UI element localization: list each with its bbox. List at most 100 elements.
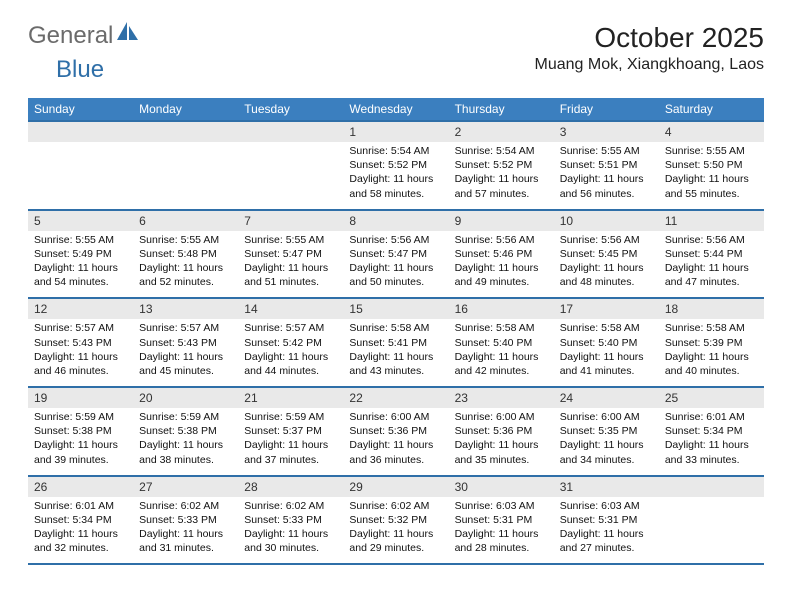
sunset-line: Sunset: 5:45 PM: [560, 247, 653, 261]
day-content: Sunrise: 5:54 AMSunset: 5:52 PMDaylight:…: [449, 142, 554, 209]
day-content: Sunrise: 5:58 AMSunset: 5:41 PMDaylight:…: [343, 319, 448, 386]
day-number: 9: [449, 211, 554, 231]
sunrise-line: Sunrise: 5:55 AM: [139, 233, 232, 247]
day-content: Sunrise: 6:00 AMSunset: 5:35 PMDaylight:…: [554, 408, 659, 475]
day-number: 4: [659, 122, 764, 142]
day-number: 25: [659, 388, 764, 408]
day-content: Sunrise: 5:55 AMSunset: 5:47 PMDaylight:…: [238, 231, 343, 298]
sunset-line: Sunset: 5:36 PM: [349, 424, 442, 438]
brand-part2: Blue: [56, 56, 104, 84]
daylight-line: Daylight: 11 hours and 41 minutes.: [560, 350, 653, 378]
daylight-line: Daylight: 11 hours and 36 minutes.: [349, 438, 442, 466]
day-content: Sunrise: 5:59 AMSunset: 5:38 PMDaylight:…: [133, 408, 238, 475]
day-number-row: 1234: [28, 120, 764, 142]
day-number: 26: [28, 477, 133, 497]
daylight-line: Daylight: 11 hours and 45 minutes.: [139, 350, 232, 378]
day-number: 22: [343, 388, 448, 408]
day-content: [133, 142, 238, 209]
day-content-row: Sunrise: 5:57 AMSunset: 5:43 PMDaylight:…: [28, 319, 764, 386]
day-number: 31: [554, 477, 659, 497]
day-number: 16: [449, 299, 554, 319]
day-number: 1: [343, 122, 448, 142]
day-content: Sunrise: 5:58 AMSunset: 5:39 PMDaylight:…: [659, 319, 764, 386]
page-title: October 2025: [535, 22, 764, 54]
weekday-header: Wednesday: [343, 98, 448, 120]
sunset-line: Sunset: 5:37 PM: [244, 424, 337, 438]
sunset-line: Sunset: 5:50 PM: [665, 158, 758, 172]
sunset-line: Sunset: 5:34 PM: [665, 424, 758, 438]
day-content: Sunrise: 6:02 AMSunset: 5:33 PMDaylight:…: [238, 497, 343, 564]
sunrise-line: Sunrise: 5:54 AM: [349, 144, 442, 158]
day-content-row: Sunrise: 5:54 AMSunset: 5:52 PMDaylight:…: [28, 142, 764, 209]
daylight-line: Daylight: 11 hours and 55 minutes.: [665, 172, 758, 200]
sunset-line: Sunset: 5:47 PM: [244, 247, 337, 261]
sunset-line: Sunset: 5:47 PM: [349, 247, 442, 261]
daylight-line: Daylight: 11 hours and 50 minutes.: [349, 261, 442, 289]
sunset-line: Sunset: 5:52 PM: [349, 158, 442, 172]
day-number: [238, 122, 343, 142]
sunset-line: Sunset: 5:42 PM: [244, 336, 337, 350]
day-content: Sunrise: 5:58 AMSunset: 5:40 PMDaylight:…: [554, 319, 659, 386]
day-number: 5: [28, 211, 133, 231]
daylight-line: Daylight: 11 hours and 30 minutes.: [244, 527, 337, 555]
sunrise-line: Sunrise: 6:01 AM: [665, 410, 758, 424]
day-number: 21: [238, 388, 343, 408]
day-content: Sunrise: 5:56 AMSunset: 5:44 PMDaylight:…: [659, 231, 764, 298]
weekday-header: Monday: [133, 98, 238, 120]
sunset-line: Sunset: 5:51 PM: [560, 158, 653, 172]
sunrise-line: Sunrise: 6:00 AM: [560, 410, 653, 424]
day-number: 6: [133, 211, 238, 231]
day-content: Sunrise: 6:03 AMSunset: 5:31 PMDaylight:…: [449, 497, 554, 564]
day-number-row: 567891011: [28, 209, 764, 231]
day-content: Sunrise: 6:00 AMSunset: 5:36 PMDaylight:…: [343, 408, 448, 475]
daylight-line: Daylight: 11 hours and 51 minutes.: [244, 261, 337, 289]
day-number: 14: [238, 299, 343, 319]
daylight-line: Daylight: 11 hours and 49 minutes.: [455, 261, 548, 289]
sunset-line: Sunset: 5:31 PM: [560, 513, 653, 527]
sunrise-line: Sunrise: 6:02 AM: [349, 499, 442, 513]
day-number-row: 262728293031: [28, 475, 764, 497]
day-content: Sunrise: 5:57 AMSunset: 5:43 PMDaylight:…: [133, 319, 238, 386]
sunset-line: Sunset: 5:35 PM: [560, 424, 653, 438]
daylight-line: Daylight: 11 hours and 58 minutes.: [349, 172, 442, 200]
day-content: Sunrise: 5:55 AMSunset: 5:51 PMDaylight:…: [554, 142, 659, 209]
sunrise-line: Sunrise: 5:58 AM: [349, 321, 442, 335]
weekday-header: Thursday: [449, 98, 554, 120]
daylight-line: Daylight: 11 hours and 43 minutes.: [349, 350, 442, 378]
daylight-line: Daylight: 11 hours and 28 minutes.: [455, 527, 548, 555]
location-label: Muang Mok, Xiangkhoang, Laos: [535, 56, 764, 74]
sunrise-line: Sunrise: 5:55 AM: [560, 144, 653, 158]
sunset-line: Sunset: 5:34 PM: [34, 513, 127, 527]
day-number: 28: [238, 477, 343, 497]
day-number: 10: [554, 211, 659, 231]
weekday-header: Sunday: [28, 98, 133, 120]
daylight-line: Daylight: 11 hours and 44 minutes.: [244, 350, 337, 378]
day-content: Sunrise: 5:56 AMSunset: 5:45 PMDaylight:…: [554, 231, 659, 298]
day-content-row: Sunrise: 6:01 AMSunset: 5:34 PMDaylight:…: [28, 497, 764, 564]
sunrise-line: Sunrise: 5:58 AM: [455, 321, 548, 335]
sunset-line: Sunset: 5:36 PM: [455, 424, 548, 438]
day-content: Sunrise: 5:58 AMSunset: 5:40 PMDaylight:…: [449, 319, 554, 386]
day-content: Sunrise: 5:55 AMSunset: 5:48 PMDaylight:…: [133, 231, 238, 298]
sunrise-line: Sunrise: 5:59 AM: [139, 410, 232, 424]
day-content: Sunrise: 5:57 AMSunset: 5:43 PMDaylight:…: [28, 319, 133, 386]
day-number: 12: [28, 299, 133, 319]
day-content: [659, 497, 764, 564]
day-number: 17: [554, 299, 659, 319]
sunrise-line: Sunrise: 5:55 AM: [34, 233, 127, 247]
day-content: Sunrise: 6:01 AMSunset: 5:34 PMDaylight:…: [659, 408, 764, 475]
daylight-line: Daylight: 11 hours and 31 minutes.: [139, 527, 232, 555]
brand-sail-icon: [117, 22, 139, 47]
sunset-line: Sunset: 5:43 PM: [34, 336, 127, 350]
daylight-line: Daylight: 11 hours and 34 minutes.: [560, 438, 653, 466]
daylight-line: Daylight: 11 hours and 56 minutes.: [560, 172, 653, 200]
sunset-line: Sunset: 5:33 PM: [244, 513, 337, 527]
day-content: Sunrise: 5:55 AMSunset: 5:50 PMDaylight:…: [659, 142, 764, 209]
day-content: Sunrise: 6:02 AMSunset: 5:32 PMDaylight:…: [343, 497, 448, 564]
sunset-line: Sunset: 5:40 PM: [455, 336, 548, 350]
sunrise-line: Sunrise: 5:59 AM: [34, 410, 127, 424]
day-number: 24: [554, 388, 659, 408]
day-number-row: 19202122232425: [28, 386, 764, 408]
daylight-line: Daylight: 11 hours and 35 minutes.: [455, 438, 548, 466]
sunrise-line: Sunrise: 6:00 AM: [349, 410, 442, 424]
